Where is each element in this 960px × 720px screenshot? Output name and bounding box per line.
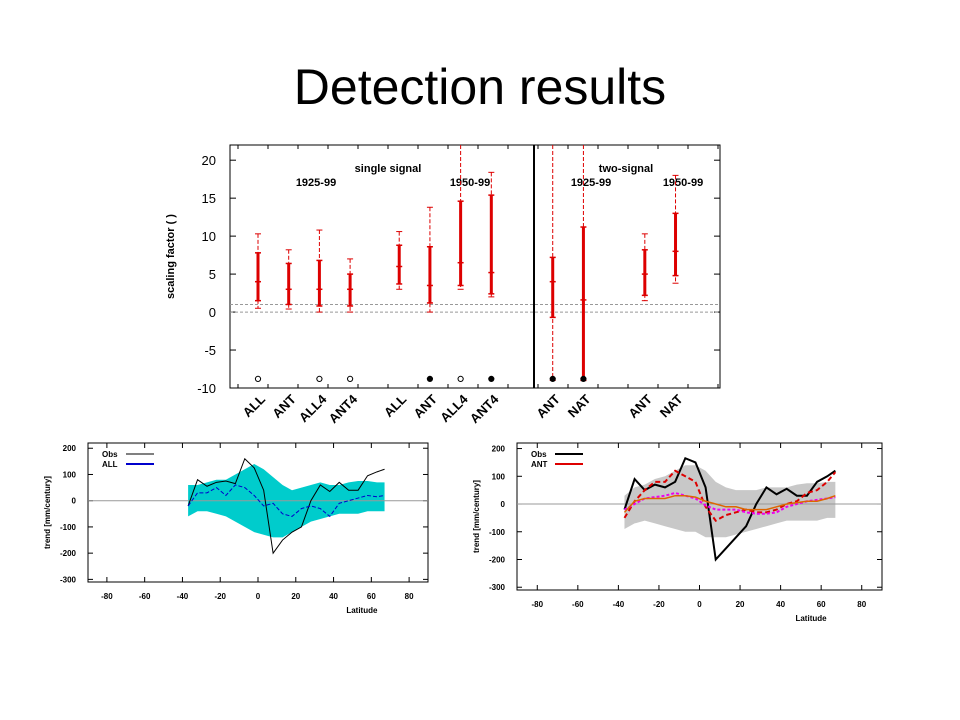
y-tick-label: 15 bbox=[202, 191, 216, 206]
annotation: two-signal bbox=[599, 163, 653, 175]
series-line bbox=[187, 484, 385, 518]
significance-marker bbox=[426, 375, 434, 382]
annotation: 1950-99 bbox=[663, 177, 703, 189]
x-tick-label: -60 bbox=[139, 592, 151, 601]
series-line bbox=[623, 456, 836, 562]
x-tick-label: -40 bbox=[177, 592, 189, 601]
significance-marker bbox=[549, 375, 556, 382]
annotation: single signal bbox=[355, 163, 422, 175]
series-line bbox=[623, 494, 836, 513]
y-tick-label: -10 bbox=[197, 381, 216, 396]
y-tick-label: 0 bbox=[209, 305, 216, 320]
x-tick-label: 40 bbox=[776, 600, 785, 609]
x-tick-label: 60 bbox=[817, 600, 826, 609]
legend-label: ANT bbox=[531, 460, 548, 469]
y-tick-label: -200 bbox=[60, 549, 77, 558]
x-tick-label: 80 bbox=[405, 592, 414, 601]
x-tick-label: -40 bbox=[613, 600, 625, 609]
x-tick-label: 60 bbox=[367, 592, 376, 601]
x-axis-label: Latitude bbox=[346, 606, 378, 615]
y-tick-label: 0 bbox=[72, 497, 77, 506]
y-tick-label: -300 bbox=[489, 583, 506, 592]
x-tick-label: 20 bbox=[291, 592, 300, 601]
series-line bbox=[187, 457, 385, 555]
annotation: 1950-99 bbox=[450, 177, 490, 189]
y-tick-label: -100 bbox=[60, 523, 77, 532]
y-tick-label: 20 bbox=[202, 153, 216, 168]
significance-marker bbox=[580, 375, 587, 382]
legend-label: Obs bbox=[102, 450, 118, 459]
x-tick-label: 40 bbox=[329, 592, 338, 601]
legend-label: ALL bbox=[102, 460, 118, 469]
y-tick-label: 200 bbox=[63, 444, 77, 453]
significance-marker bbox=[316, 375, 323, 382]
x-tick-label: 0 bbox=[697, 600, 702, 609]
annotation: 1925-99 bbox=[296, 177, 336, 189]
range-band bbox=[624, 465, 836, 538]
legend-label: Obs bbox=[531, 450, 547, 459]
y-tick-label: -200 bbox=[489, 555, 506, 564]
y-axis-label: trend [mm/century] bbox=[43, 476, 52, 549]
significance-marker bbox=[347, 375, 354, 382]
y-tick-label: -300 bbox=[60, 575, 77, 584]
significance-marker bbox=[254, 375, 262, 382]
y-axis-label: trend [mm/century] bbox=[472, 480, 481, 553]
y-tick-label: 200 bbox=[492, 445, 506, 454]
y-tick-label: -100 bbox=[489, 528, 506, 537]
x-tick-label: 0 bbox=[256, 592, 261, 601]
significance-marker bbox=[457, 375, 464, 382]
plot-frame bbox=[229, 144, 721, 389]
x-tick-label: -60 bbox=[572, 600, 584, 609]
y-tick-label: 5 bbox=[209, 267, 216, 282]
x-tick-label: -20 bbox=[653, 600, 665, 609]
y-tick-label: 100 bbox=[63, 470, 77, 479]
x-tick-label: 80 bbox=[857, 600, 866, 609]
y-tick-label: 10 bbox=[202, 229, 216, 244]
x-tick-label: -80 bbox=[531, 600, 543, 609]
x-tick-label: -20 bbox=[214, 592, 226, 601]
annotation: 1925-99 bbox=[571, 177, 611, 189]
x-tick-label: -80 bbox=[101, 592, 113, 601]
series-line bbox=[623, 469, 837, 522]
x-axis-label: Latitude bbox=[795, 614, 827, 623]
y-axis-label: scaling factor ( ) bbox=[165, 214, 177, 299]
y-tick-label: 0 bbox=[501, 500, 506, 509]
y-tick-label: -5 bbox=[204, 343, 216, 358]
y-tick-label: 100 bbox=[492, 472, 506, 481]
slide-title: Detection results bbox=[293, 59, 667, 115]
significance-marker bbox=[488, 375, 495, 382]
x-tick-label: 20 bbox=[736, 600, 745, 609]
